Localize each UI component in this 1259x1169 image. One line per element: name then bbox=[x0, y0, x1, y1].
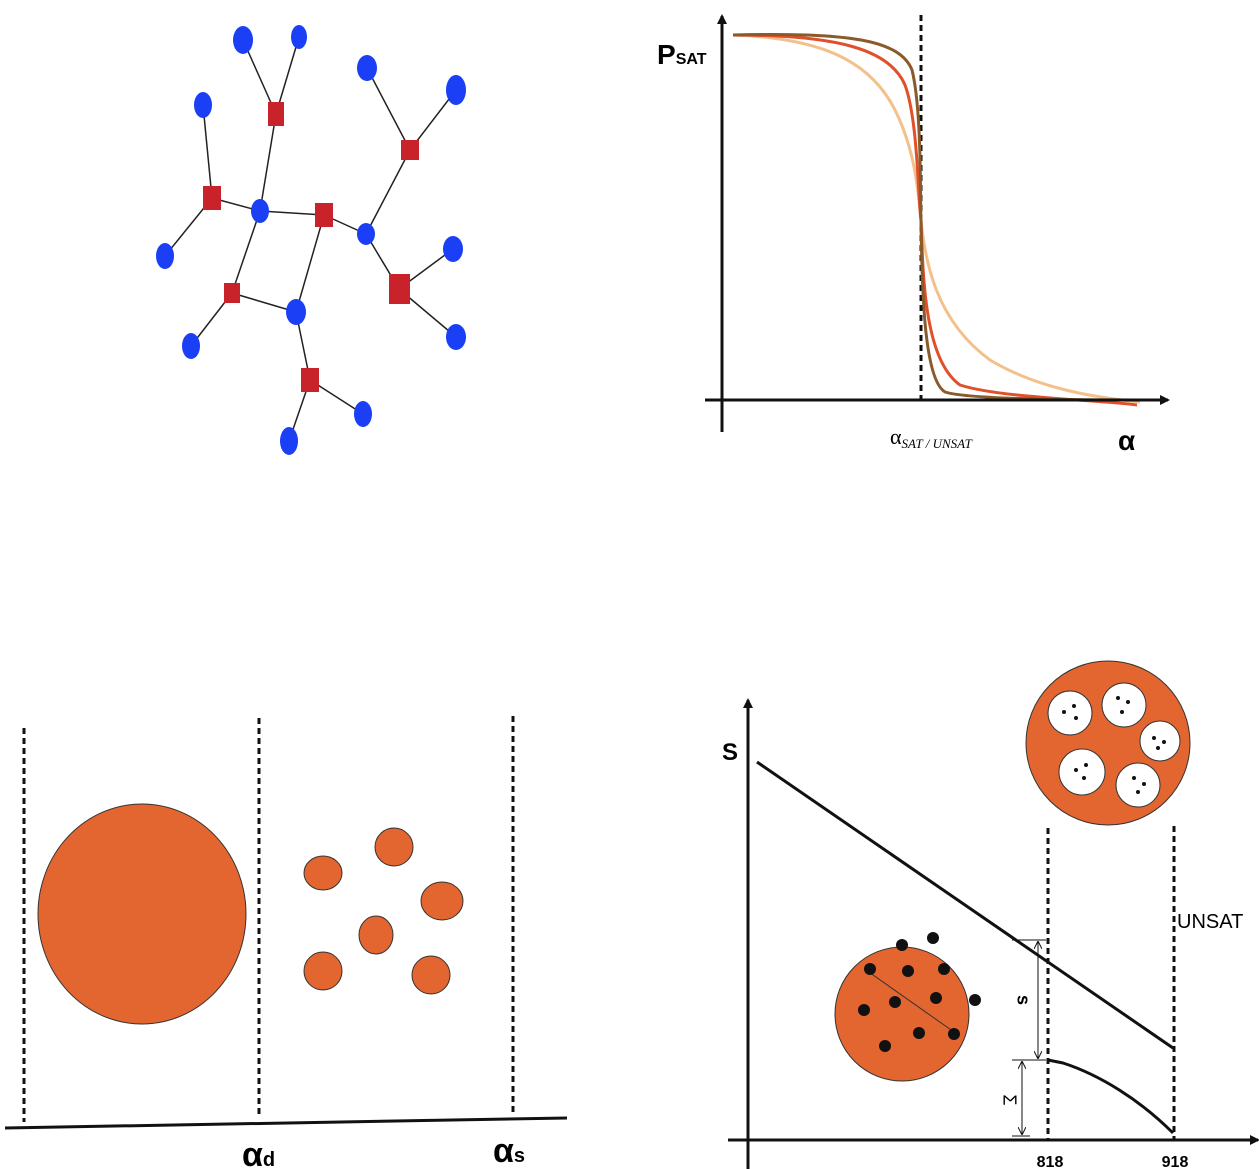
threshold-label: αSAT / UNSAT bbox=[890, 424, 973, 451]
psat-plot: PSAT αSAT / UNSAT α bbox=[657, 15, 1168, 456]
x-tick-label: 918 bbox=[1162, 1154, 1189, 1169]
factor-graph bbox=[156, 25, 466, 455]
clustering-diagram: αd αs bbox=[5, 716, 567, 1169]
figure: PSAT αSAT / UNSAT α αd αs s Σ S UNSAT 81… bbox=[0, 0, 1259, 1169]
label-part: α bbox=[242, 1136, 263, 1169]
entropy-plot: s Σ S UNSAT 818 918 bbox=[722, 661, 1258, 1169]
s-label: s bbox=[1013, 995, 1033, 1005]
sigma-label: Σ bbox=[999, 1094, 1019, 1105]
label-part: P bbox=[657, 39, 676, 70]
x-tick-label: 818 bbox=[1037, 1154, 1064, 1169]
label-part: α bbox=[493, 1132, 514, 1169]
label-part: SAT bbox=[676, 51, 707, 68]
y-axis-label: PSAT bbox=[657, 39, 707, 70]
label-part: s bbox=[514, 1145, 525, 1167]
x-axis-label: α bbox=[1118, 425, 1135, 456]
y-axis-label: S bbox=[722, 739, 738, 766]
unsat-label: UNSAT bbox=[1177, 911, 1243, 933]
label-part: d bbox=[263, 1149, 275, 1169]
label-part: α bbox=[890, 424, 902, 449]
alpha-s-label: αs bbox=[493, 1132, 525, 1169]
alpha-d-label: αd bbox=[242, 1136, 275, 1169]
label-part: SAT / UNSAT bbox=[902, 436, 973, 451]
